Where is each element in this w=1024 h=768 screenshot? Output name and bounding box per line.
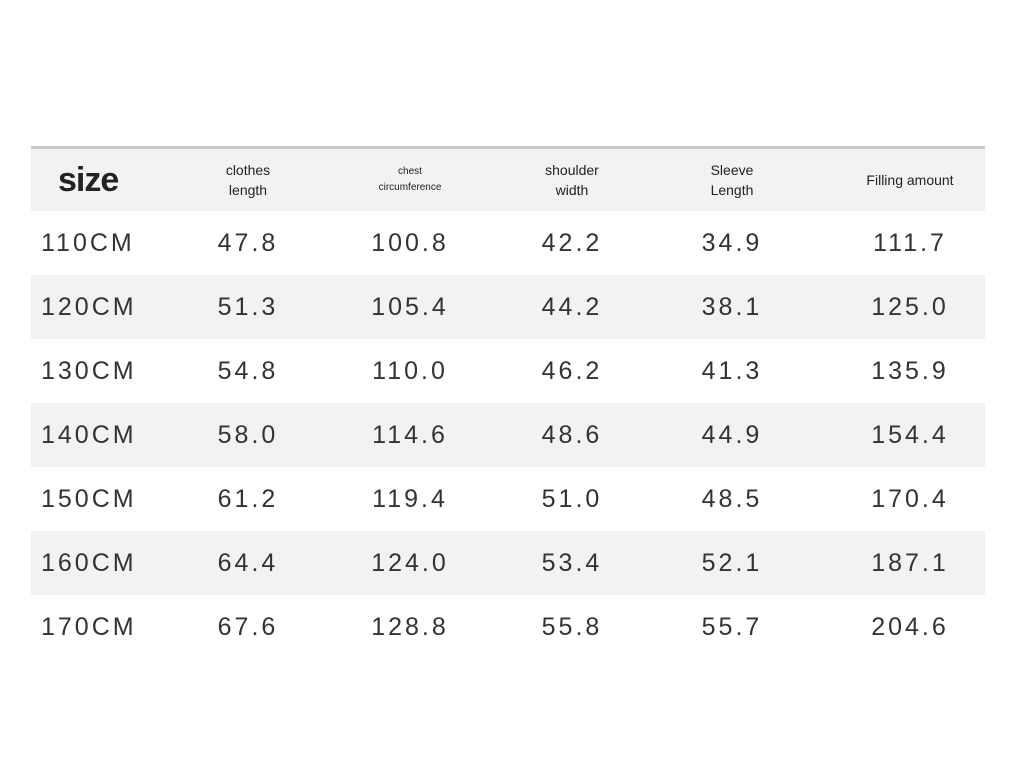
header-row: size clothes length chest circumference shoul… <box>31 149 985 211</box>
table-row: 140CM 58.0 114.6 48.6 44.9 154.4 <box>31 403 985 467</box>
table-cell: 130CM <box>41 356 137 385</box>
table-row: 150CM 61.2 119.4 51.0 48.5 170.4 <box>31 467 985 531</box>
header-text: size <box>58 161 119 199</box>
table-cell: 154.4 <box>871 420 949 449</box>
table-cell: 170.4 <box>871 484 949 513</box>
table-cell: 119.4 <box>372 484 448 513</box>
table-cell: 110.0 <box>372 356 448 385</box>
header-text: clothes <box>225 162 271 178</box>
table-cell: 150CM <box>41 484 137 513</box>
table-cell: 100.8 <box>371 228 449 257</box>
header-cell: shoulder width <box>492 149 652 211</box>
table-cell: 51.0 <box>541 484 603 513</box>
header-text: shoulder <box>545 162 599 178</box>
table-cell: 61.2 <box>217 484 279 513</box>
table-cell: 105.4 <box>371 292 449 321</box>
table-cell: 67.6 <box>217 612 279 641</box>
table-row: 110CM 47.8 100.8 42.2 34.9 111.7 <box>31 211 985 275</box>
header-cell: Filling amount <box>830 149 990 211</box>
table-cell: 58.0 <box>217 420 279 449</box>
header-text: Filling amount <box>866 172 954 188</box>
table-cell: 160CM <box>41 548 137 577</box>
table-cell: 52.1 <box>701 548 763 577</box>
table-cell: 44.2 <box>541 292 603 321</box>
table-cell: 53.4 <box>541 548 603 577</box>
header-text: length <box>228 182 268 198</box>
table-cell: 135.9 <box>871 356 949 385</box>
table-cell: 128.8 <box>371 612 449 641</box>
table-cell: 51.3 <box>217 292 279 321</box>
table-cell: 46.2 <box>541 356 603 385</box>
table-cell: 48.5 <box>701 484 763 513</box>
header-cell: size <box>58 149 208 211</box>
table-cell: 54.8 <box>217 356 279 385</box>
table-cell: 124.0 <box>371 548 449 577</box>
header-text: width <box>555 182 589 198</box>
header-text: Sleeve <box>710 162 754 178</box>
header-text: circumference <box>378 182 442 193</box>
table-cell: 120CM <box>41 292 137 321</box>
table-cell: 125.0 <box>871 292 949 321</box>
header-cell: Sleeve Length <box>652 149 812 211</box>
table-cell: 41.3 <box>701 356 763 385</box>
table-row: 160CM 64.4 124.0 53.4 52.1 187.1 <box>31 531 985 595</box>
table-row: 120CM 51.3 105.4 44.2 38.1 125.0 <box>31 275 985 339</box>
table-cell: 170CM <box>41 612 137 641</box>
table-cell: 38.1 <box>701 292 763 321</box>
header-text: chest <box>398 166 422 177</box>
table-row: 170CM 67.6 128.8 55.8 55.7 204.6 <box>31 595 985 659</box>
table-cell: 34.9 <box>701 228 763 257</box>
table-cell: 47.8 <box>217 228 279 257</box>
header-text: Length <box>710 182 754 198</box>
table-cell: 44.9 <box>701 420 763 449</box>
table-cell: 55.7 <box>701 612 763 641</box>
table-cell: 48.6 <box>541 420 603 449</box>
header-cell: clothes length <box>168 149 328 211</box>
size-table: size clothes length chest circumference shoul… <box>31 146 985 659</box>
table-cell: 204.6 <box>871 612 949 641</box>
table-cell: 111.7 <box>873 228 947 257</box>
table-cell: 140CM <box>41 420 137 449</box>
table-cell: 55.8 <box>541 612 603 641</box>
table-row: 130CM 54.8 110.0 46.2 41.3 135.9 <box>31 339 985 403</box>
table-cell: 187.1 <box>871 548 949 577</box>
table-cell: 114.6 <box>372 420 448 449</box>
table-cell: 110CM <box>41 228 135 257</box>
header-cell: chest circumference <box>330 149 490 211</box>
table-cell: 42.2 <box>541 228 603 257</box>
table-cell: 64.4 <box>217 548 279 577</box>
